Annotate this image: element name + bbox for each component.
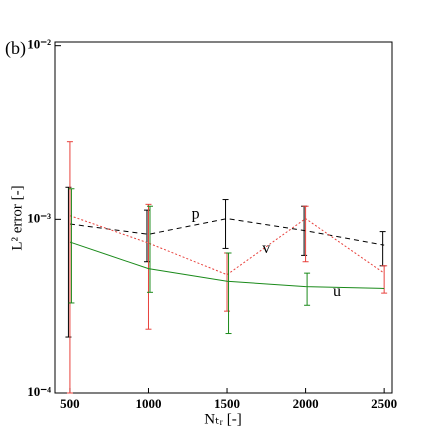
- error-bar: [146, 205, 153, 293]
- x-tick-label: 2000: [293, 396, 319, 411]
- x-tick-label: 1500: [214, 396, 240, 411]
- error-bar: [66, 141, 73, 394]
- error-bar: [68, 188, 75, 304]
- series-label: p: [192, 206, 200, 223]
- error-bar: [302, 205, 309, 263]
- x-tick-label: 2500: [371, 396, 397, 411]
- series-line: [69, 215, 385, 276]
- x-tick-label: 500: [60, 396, 80, 411]
- series-label: v: [262, 240, 270, 257]
- series-label: u: [333, 283, 341, 300]
- y-tick-label: 10⁻⁴: [27, 384, 51, 399]
- error-bar: [143, 209, 150, 263]
- error-bar: [65, 186, 72, 338]
- panel-label: (b): [5, 38, 26, 59]
- plot-frame: [54, 41, 393, 394]
- y-axis-label: L² error [-]: [9, 185, 25, 250]
- y-tick-label: 10⁻³: [27, 210, 51, 225]
- error-bar: [222, 199, 229, 249]
- x-tick-label: 1000: [135, 396, 161, 411]
- error-bar: [224, 252, 231, 312]
- y-tick-label: 10⁻²: [27, 37, 51, 52]
- x-axis-label: Nₜᵣ [-]: [204, 411, 241, 427]
- error-bar: [304, 272, 311, 306]
- error-bar: [225, 252, 232, 335]
- series-line: [69, 218, 385, 246]
- series-line: [69, 241, 385, 289]
- error-bar: [379, 231, 386, 267]
- error-bar: [145, 203, 152, 330]
- error-bar: [381, 265, 388, 294]
